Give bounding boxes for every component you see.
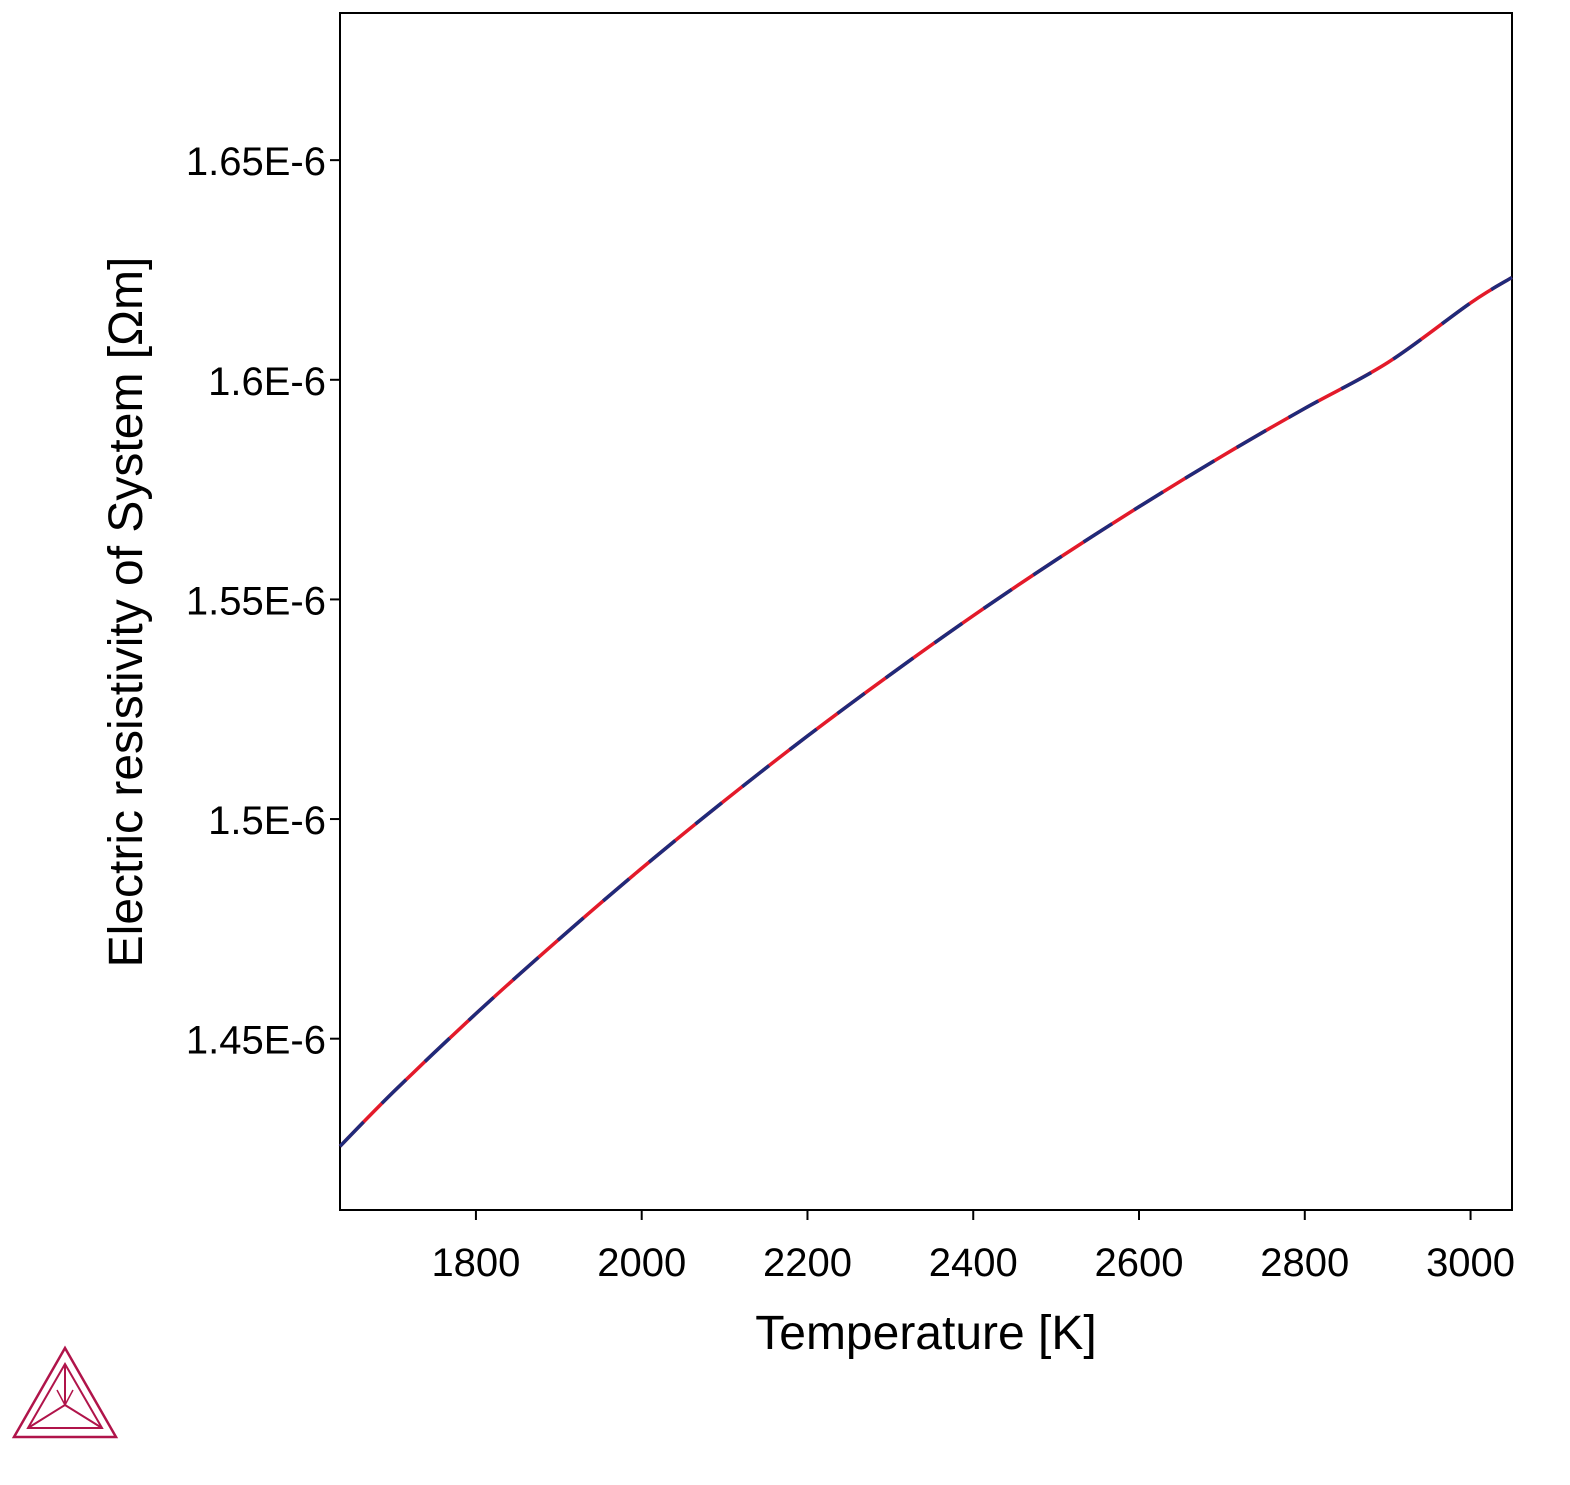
y-axis-title: Electric resistivity of System [Ωm] (100, 257, 153, 968)
x-axis-title: Temperature [K] (755, 1307, 1096, 1360)
series-layer (338, 275, 1513, 1148)
y-tick-label: 1.65E-6 (186, 140, 326, 184)
x-axis-ticks: 1800 2000 2200 2400 2600 2800 3000 (431, 1210, 1515, 1285)
series-line-2 (338, 275, 1513, 1148)
y-tick-label: 1.5E-6 (208, 799, 326, 843)
x-tick-label: 3000 (1426, 1241, 1515, 1285)
y-tick-label: 1.55E-6 (186, 579, 326, 623)
x-tick-label: 1800 (431, 1241, 520, 1285)
x-tick-label: 2800 (1260, 1241, 1349, 1285)
plot-area (339, 12, 1513, 1211)
x-tick-label: 2400 (929, 1241, 1018, 1285)
y-tick-label: 1.6E-6 (208, 360, 326, 404)
y-axis-ticks: 1.45E-6 1.5E-6 1.55E-6 1.6E-6 1.65E-6 (186, 140, 340, 1063)
x-tick-label: 2000 (597, 1241, 686, 1285)
x-tick-label: 2600 (1095, 1241, 1184, 1285)
x-tick-label: 2200 (763, 1241, 852, 1285)
y-tick-label: 1.45E-6 (186, 1019, 326, 1063)
thermo-calc-logo-icon (11, 1345, 119, 1439)
